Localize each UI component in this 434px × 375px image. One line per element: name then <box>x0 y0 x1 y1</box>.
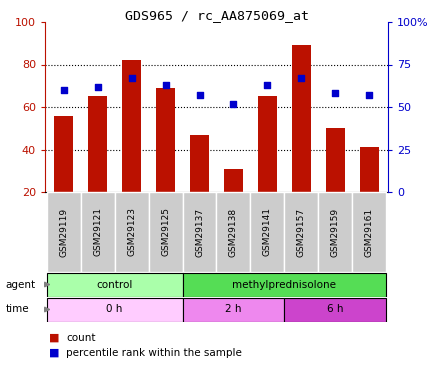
Text: control: control <box>96 279 132 290</box>
Text: GSM29119: GSM29119 <box>59 207 68 256</box>
Text: GSM29137: GSM29137 <box>194 207 204 256</box>
Text: GSM29138: GSM29138 <box>228 207 237 256</box>
Bar <box>182 297 284 321</box>
Bar <box>54 116 73 192</box>
Bar <box>284 297 385 321</box>
Text: 2 h: 2 h <box>225 304 241 315</box>
Text: count: count <box>66 333 95 343</box>
Text: ■: ■ <box>49 348 60 358</box>
Bar <box>257 96 276 192</box>
Text: 6 h: 6 h <box>326 304 343 315</box>
Bar <box>325 128 344 192</box>
Text: ■: ■ <box>49 333 60 343</box>
Text: GSM29161: GSM29161 <box>364 207 373 256</box>
Bar <box>114 192 148 272</box>
Bar <box>250 192 284 272</box>
Bar <box>318 192 352 272</box>
Text: time: time <box>5 304 29 315</box>
Text: GSM29123: GSM29123 <box>127 207 136 256</box>
Text: GSM29157: GSM29157 <box>296 207 305 256</box>
Text: percentile rank within the sample: percentile rank within the sample <box>66 348 241 358</box>
Point <box>263 82 270 88</box>
Bar <box>156 88 174 192</box>
Point <box>94 84 101 90</box>
Bar <box>284 192 318 272</box>
Text: GSM29159: GSM29159 <box>330 207 339 256</box>
Bar <box>216 192 250 272</box>
Bar <box>46 297 182 321</box>
Bar <box>148 192 182 272</box>
Text: GDS965 / rc_AA875069_at: GDS965 / rc_AA875069_at <box>125 9 309 22</box>
Text: GSM29121: GSM29121 <box>93 207 102 256</box>
Bar <box>352 192 385 272</box>
Bar <box>88 96 107 192</box>
Bar <box>46 192 80 272</box>
Text: 0 h: 0 h <box>106 304 122 315</box>
Point <box>365 92 372 98</box>
Bar <box>182 192 216 272</box>
Bar <box>359 147 378 192</box>
Point <box>230 100 237 106</box>
Text: GSM29125: GSM29125 <box>161 207 170 256</box>
Bar <box>190 135 208 192</box>
Point <box>128 75 135 81</box>
Bar <box>182 273 385 297</box>
Bar <box>291 45 310 192</box>
Bar <box>224 169 242 192</box>
Text: GSM29141: GSM29141 <box>262 207 271 256</box>
Point <box>60 87 67 93</box>
Bar <box>46 273 182 297</box>
Point <box>331 90 338 96</box>
Bar <box>80 192 114 272</box>
Text: agent: agent <box>5 279 35 290</box>
Point <box>162 82 169 88</box>
Text: methylprednisolone: methylprednisolone <box>232 279 335 290</box>
Bar <box>122 60 141 192</box>
Point <box>297 75 304 81</box>
Point <box>196 92 203 98</box>
